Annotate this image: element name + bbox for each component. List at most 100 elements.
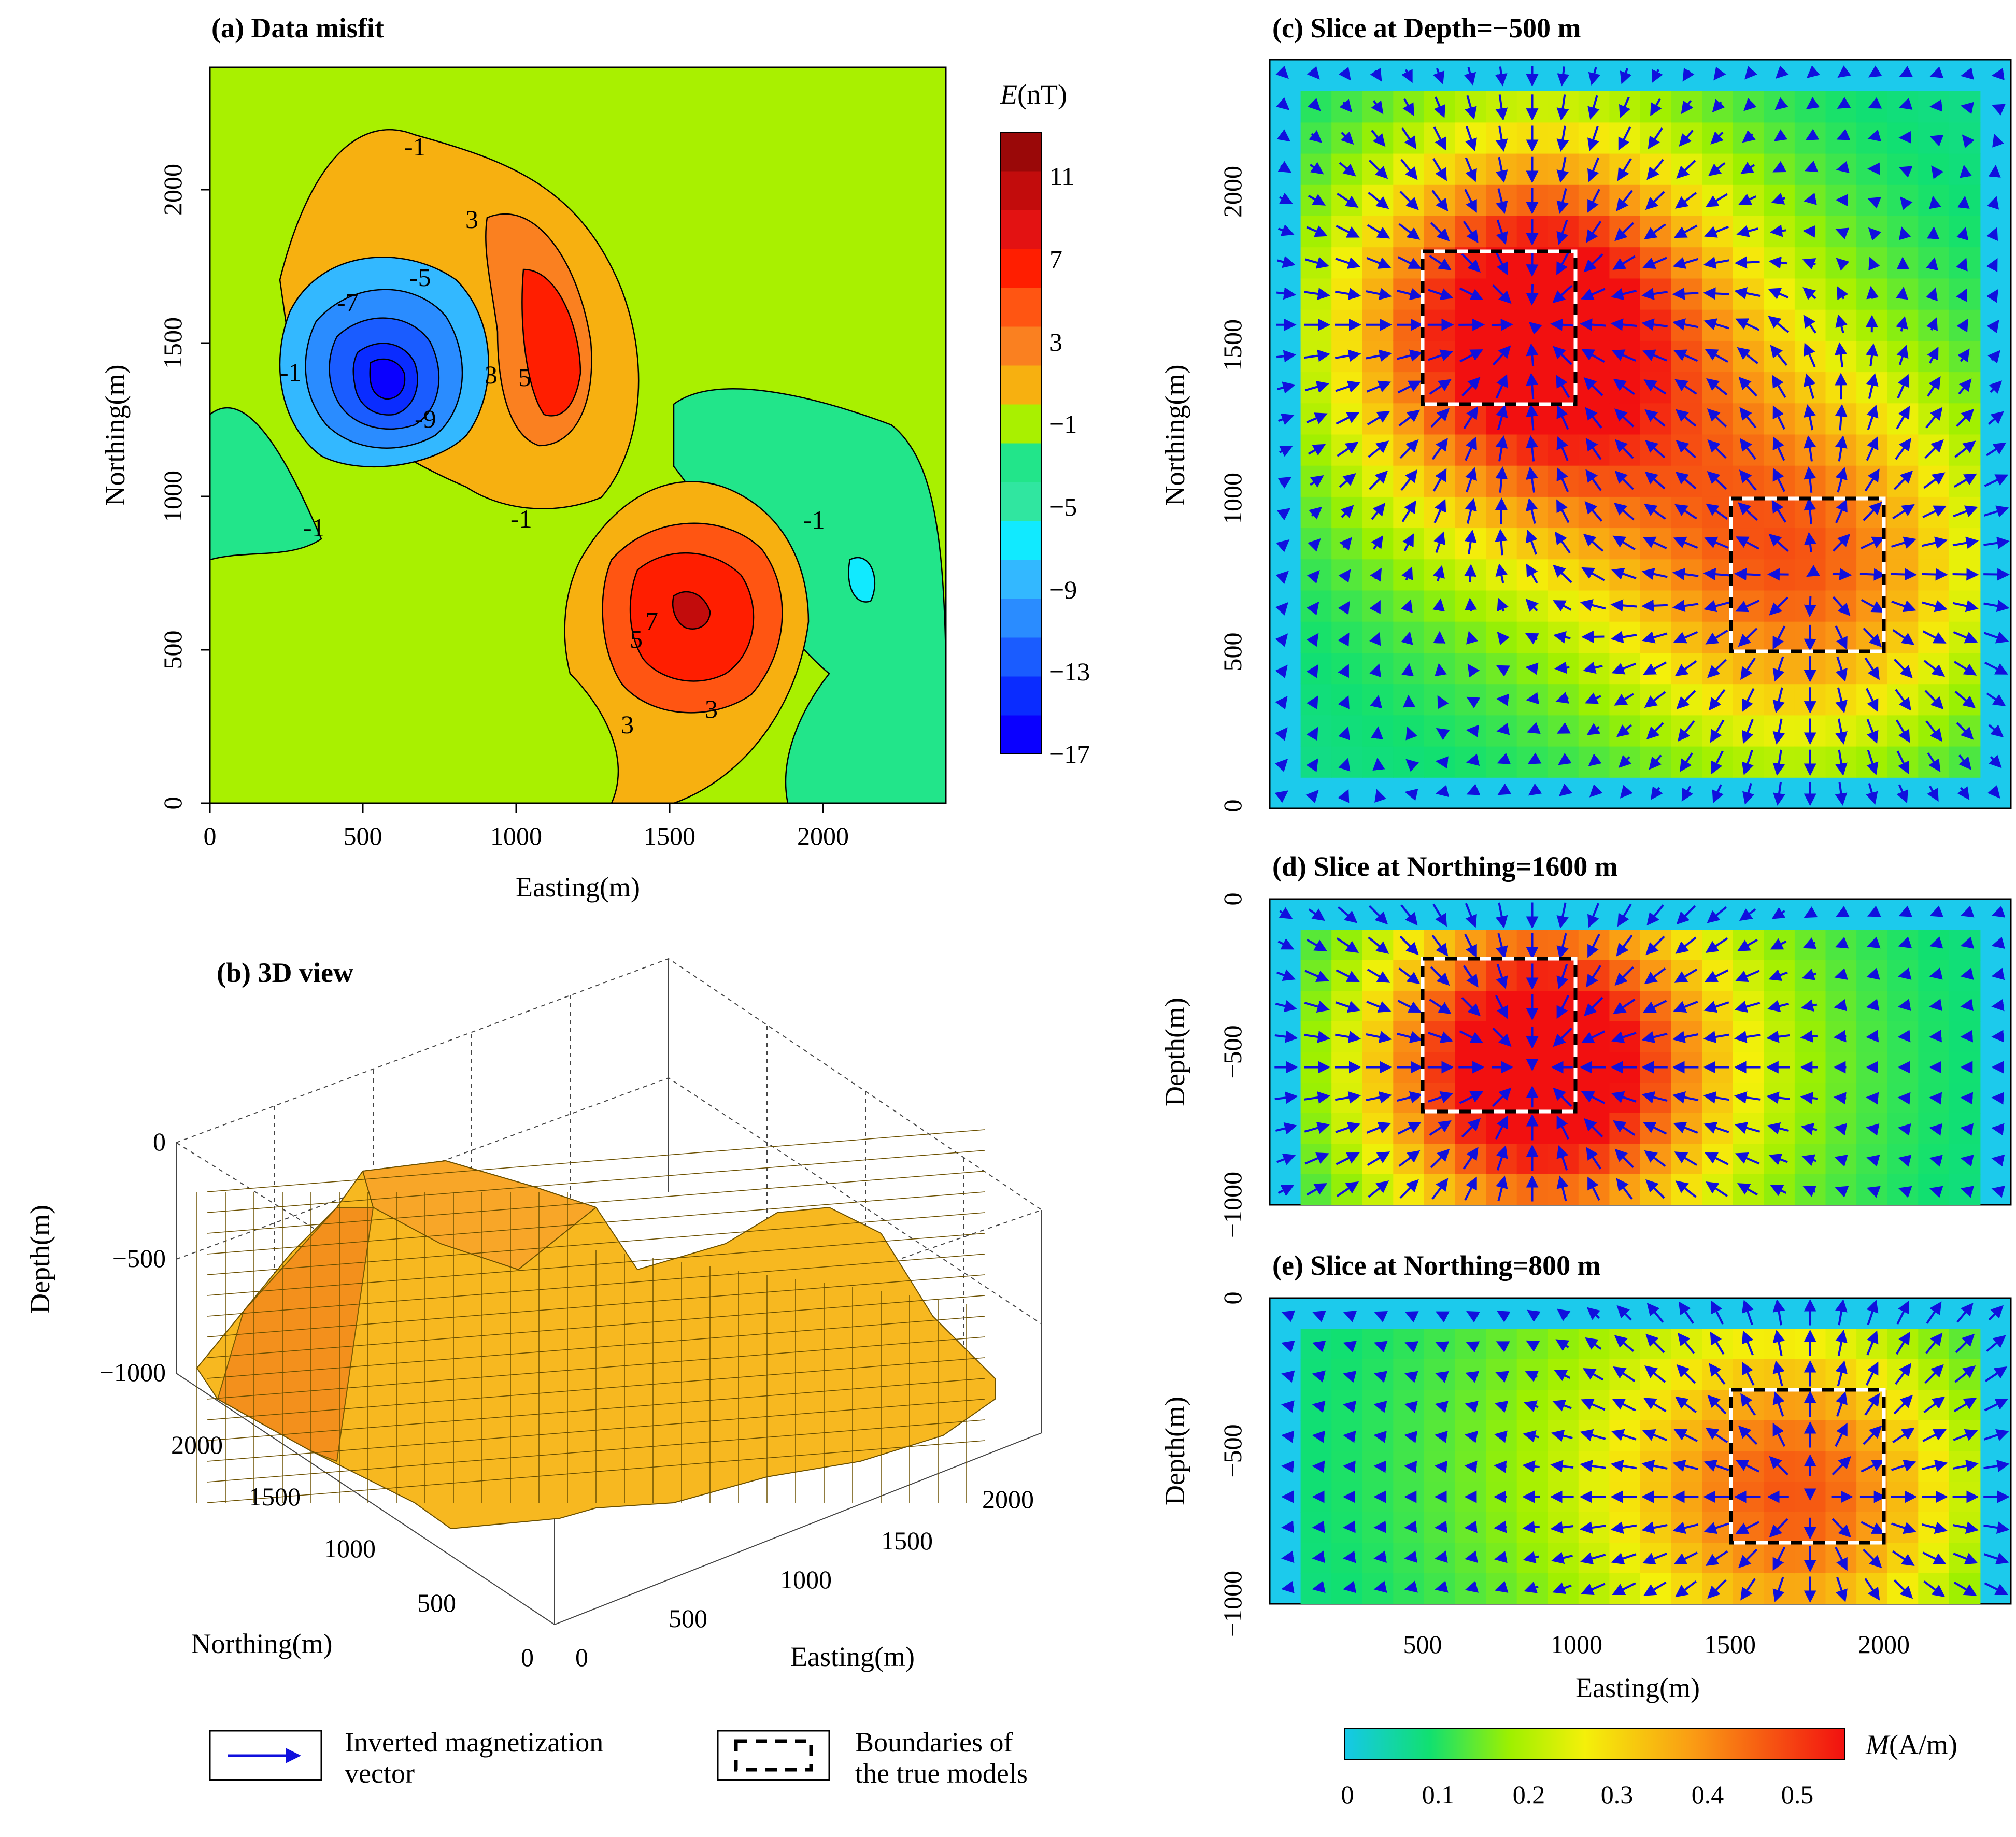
magnetization-arrow <box>1373 1371 1388 1383</box>
magnetization-arrow <box>1281 1581 1295 1593</box>
magnetization-arrow <box>1435 663 1447 677</box>
voxel-edge <box>207 1357 985 1420</box>
panel-d-yticks: 0 −500 −1000 <box>1218 893 1247 1238</box>
panel-d-title: (d) Slice at Northing=1600 m <box>1272 851 1618 882</box>
magnetization-arrow <box>1898 1155 1912 1167</box>
magnetization-arrow <box>1466 753 1480 766</box>
magnetization-arrow <box>1832 568 1852 581</box>
panel-b-title: (b) 3D view <box>217 957 353 988</box>
magnetization-arrow <box>1983 568 2010 581</box>
magnetization-arrow <box>1641 599 1668 612</box>
magnetization-arrow <box>1338 695 1350 709</box>
contour-label: -7 <box>337 288 359 317</box>
magnetization-arrow <box>1405 726 1417 741</box>
x-tick-label: 1500 <box>1704 1630 1756 1659</box>
magnetization-arrow <box>1899 66 1913 77</box>
panel-a-ylabel: Northing(m) <box>100 365 131 506</box>
magnetization-arrow <box>1404 1520 1417 1533</box>
magnetization-arrow <box>1373 1580 1387 1593</box>
magnetization-arrow <box>1281 1430 1295 1443</box>
contour-fill-low-core <box>369 358 406 400</box>
colorbar-e-swatch <box>1000 210 1042 249</box>
magnetization-arrow <box>1404 1401 1418 1413</box>
contour-label: 5 <box>630 624 643 653</box>
magnetization-arrow <box>1929 905 1944 917</box>
magnetization-arrow <box>1987 196 1999 210</box>
magnetization-arrow <box>1338 789 1350 803</box>
x-tick-label: 1000 <box>490 821 542 850</box>
magnetization-arrow <box>1897 1123 1911 1136</box>
contour-label: -1 <box>803 505 825 534</box>
contour-label: 7 <box>645 606 658 635</box>
panel-b-zticks: 0 −500 −1000 <box>100 1127 166 1387</box>
magnetization-arrow <box>1929 66 1944 78</box>
magnetization-arrow <box>1960 102 1974 115</box>
cb-m-tick: 0.2 <box>1513 1780 1545 1809</box>
panel-b-yticks: 0 500 1000 1500 2000 <box>171 1430 534 1672</box>
cb-e-tick: −9 <box>1049 575 1077 604</box>
y-tick-label: 500 <box>158 631 187 670</box>
magnetization-arrow <box>1435 1371 1449 1383</box>
y-tick-label: 1500 <box>1218 319 1247 371</box>
contour-label: 3 <box>705 694 718 723</box>
y-tick-label: 0 <box>1218 800 1247 813</box>
magnetization-arrow <box>1952 568 1979 581</box>
magnetization-arrow <box>1373 1430 1387 1443</box>
cb-e-tick: −13 <box>1049 657 1090 686</box>
y-tick-label: −500 <box>1218 1424 1247 1477</box>
y-tick-label: 1000 <box>158 471 187 522</box>
magnetization-arrow <box>1891 568 1918 581</box>
y-tick-label: 2000 <box>1218 166 1247 218</box>
y-tick-label: 0 <box>158 797 187 810</box>
magnetization-arrow <box>1802 225 1816 238</box>
panel-a-title: (a) Data misfit <box>211 12 384 44</box>
magnetization-arrow <box>1929 134 1944 147</box>
y-tick-label: 1500 <box>249 1482 301 1511</box>
panel-c: (c) Slice at Depth=−500 m 0 500 1000 150… <box>1159 12 2012 813</box>
y-tick-label: 1000 <box>1218 473 1247 524</box>
colorbar-e-swatch <box>1000 676 1042 716</box>
magnetization-arrow <box>1526 692 1539 705</box>
magnetization-arrow <box>1369 663 1382 678</box>
magnetization-arrow <box>1404 1311 1419 1323</box>
magnetization-arrow <box>1435 785 1449 798</box>
magnetization-arrow <box>1929 967 1943 980</box>
z-tick-label: −500 <box>112 1244 166 1273</box>
magnetization-arrow <box>1867 129 1881 142</box>
cb-m-tick: 0.4 <box>1692 1780 1724 1809</box>
magnetization-arrow <box>1496 723 1510 735</box>
voxel-edge <box>207 1191 985 1255</box>
y-tick-label: 1500 <box>158 317 187 369</box>
magnetization-arrow <box>1960 1186 1975 1198</box>
magnetization-arrow <box>1281 1310 1296 1322</box>
contour-label: -5 <box>409 263 431 292</box>
magnetization-arrow <box>1312 1430 1325 1443</box>
magnetization-arrow <box>1465 597 1477 611</box>
magnetization-arrow <box>1343 1341 1357 1353</box>
panel-c-yticks: 0 500 1000 1500 2000 <box>1218 166 1247 813</box>
panel-a: (a) Data misfit -1 -1 -1 <box>100 12 947 903</box>
magnetization-arrow <box>1374 789 1386 803</box>
colorbar-m-gradient <box>1344 1728 1845 1760</box>
magnetization-arrow <box>1465 1550 1478 1563</box>
magnetization-arrow <box>1466 724 1479 737</box>
magnetization-arrow <box>1554 661 1570 674</box>
magnetization-arrow <box>1281 1370 1295 1383</box>
cb-m-tick: 0.1 <box>1422 1780 1455 1809</box>
panel-b-xlabel: Easting(m) <box>790 1641 915 1672</box>
colorbar-m-label: M(A/m) <box>1865 1729 1957 1760</box>
magnetization-arrow <box>1312 1311 1326 1322</box>
contour-label: -1 <box>510 504 532 533</box>
colorbar-e-swatch <box>1000 637 1042 677</box>
y-tick-label: 500 <box>1218 633 1247 672</box>
contour-label: 3 <box>465 205 478 234</box>
magnetization-arrow <box>1306 695 1318 710</box>
contour-label: 3 <box>621 710 634 739</box>
magnetization-arrow <box>1929 936 1943 949</box>
x-tick-label: 2000 <box>982 1485 1034 1514</box>
z-tick-label: −1000 <box>100 1358 166 1387</box>
colorbar-e-swatch <box>1000 715 1042 754</box>
magnetization-arrow <box>1898 97 1913 110</box>
legend: Inverted magnetization vector Boundaries … <box>209 1727 1028 1789</box>
